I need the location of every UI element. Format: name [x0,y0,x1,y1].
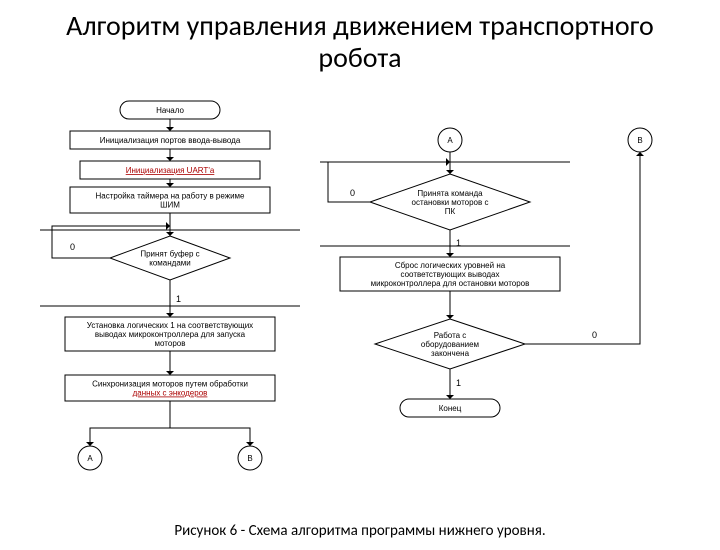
svg-text:1: 1 [176,294,181,304]
svg-text:Настройка таймера на работу в: Настройка таймера на работу в режиме [95,192,245,201]
svg-text:командами: командами [149,259,191,268]
svg-text:Принята команда: Принята команда [417,189,483,198]
figure-caption: Рисунок 6 - Схема алгоритма программы ни… [0,522,720,540]
svg-text:ПК: ПК [445,207,456,216]
svg-text:данных с энкодеров: данных с энкодеров [133,389,208,398]
svg-text:Принят буфер с: Принят буфер с [140,250,199,259]
svg-text:0: 0 [70,242,75,252]
slide-title: Алгоритм управления движением транспортн… [30,10,690,74]
svg-text:микроконтроллера для остановки: микроконтроллера для остановки моторов [371,279,530,288]
svg-text:0: 0 [592,330,597,340]
flowchart-svg: 1 0 1 0 1 0 Начало Инициализация портов ввода-в… [40,98,680,508]
svg-text:моторов: моторов [155,339,186,348]
svg-text:закончена: закончена [431,349,470,358]
svg-text:Установка логических 1 на соот: Установка логических 1 на соответствующи… [87,321,253,330]
svg-text:Синхронизация моторов путем об: Синхронизация моторов путем обработки [92,380,248,389]
svg-text:Начало: Начало [156,106,184,115]
svg-text:соответствующих выводах: соответствующих выводах [401,270,500,279]
svg-text:остановки моторов с: остановки моторов с [412,198,489,207]
svg-text:оборудованием: оборудованием [421,340,479,349]
svg-text:B: B [247,454,252,463]
svg-text:ШИМ: ШИМ [160,201,180,210]
svg-text:Инициализация портов ввода-выв: Инициализация портов ввода-вывода [100,136,241,145]
svg-text:0: 0 [350,188,355,198]
svg-text:Конец: Конец [439,404,462,413]
svg-text:Инициализация UART'a: Инициализация UART'a [126,166,215,175]
svg-text:A: A [87,454,93,463]
svg-text:B: B [637,136,642,145]
svg-text:выводах микроконтроллера для з: выводах микроконтроллера для запуска [95,330,246,339]
svg-text:Работа с: Работа с [434,331,467,340]
svg-text:A: A [447,136,453,145]
svg-text:1: 1 [456,238,461,248]
svg-text:1: 1 [456,378,461,388]
svg-text:Сброс логических уровней на: Сброс логических уровней на [395,261,506,270]
